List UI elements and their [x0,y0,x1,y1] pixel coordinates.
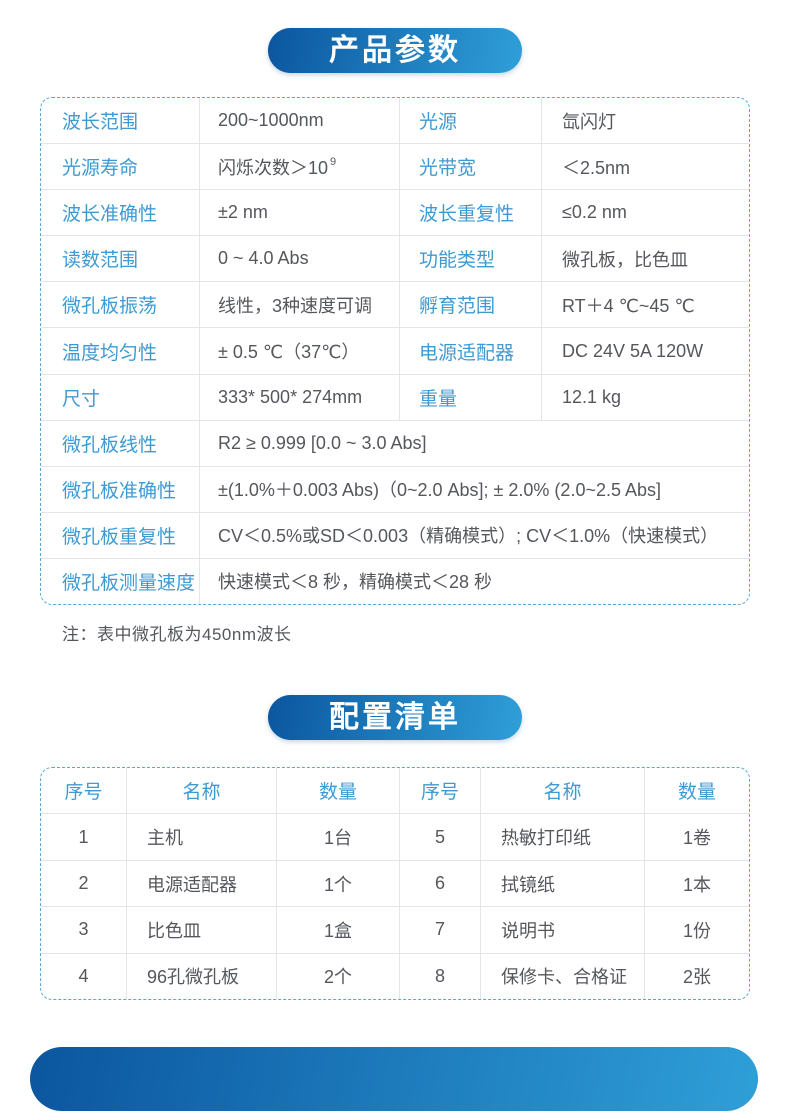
param-value-cell: ＜2.5nm [562,157,631,178]
config-cell: 7 [400,907,481,953]
param-label-cell: 微孔板振荡 [41,282,200,328]
param-value-cell: 333* 500* 274mm [200,374,400,420]
table-row: 序号 名称 数量 序号 名称 数量 [41,768,749,814]
param-value-cell: DC 24V 5A 120W [562,340,704,361]
param-value-cell: CV＜0.5%或SD＜0.003（精确模式）; CV＜1.0%（快速模式） [218,526,719,547]
param-label-cell: 光带宽 [400,144,542,190]
param-value-cell: 0 ~ 4.0 Abs [200,236,400,282]
param-label-cell: 尺寸 [41,374,200,420]
table-row: 微孔板线性 R2 ≥ 0.999 [0.0 ~ 3.0 Abs] [41,419,749,466]
param-value-cell: 线性，3种速度可调 [200,282,400,328]
config-cell: 1本 [682,874,711,895]
config-header-cell: 名称 [127,768,277,814]
config-list-table: 序号 名称 数量 序号 名称 数量 1 主机 1台 5 热敏打印纸 1卷 2 电源适配器 1个 6 拭镜纸 1本 3… [40,767,750,1000]
config-header-cell: 数量 [277,768,400,814]
param-label-cell: 孵育范围 [400,282,542,328]
config-list-banner: 配置清单 [268,695,522,740]
config-header-cell: 数量 [677,782,716,804]
param-label-cell: 电源适配器 [400,328,542,374]
param-label-cell: 光源 [400,98,542,144]
param-label-cell: 微孔板测量速度 [41,558,200,604]
config-cell: 2 [41,860,127,907]
table-row: 4 96孔微孔板 2个 8 保修卡、合格证 2张 [41,952,749,999]
param-value-cell: 200~1000nm [200,98,400,144]
config-cell: 拭镜纸 [481,860,645,907]
table-row: 光源寿命 闪烁次数＞10 9 光带宽 ＜2.5nm [41,143,749,190]
table-row: 尺寸 333* 500* 274mm 重量 12.1 kg [41,373,749,420]
table-row: 微孔板测量速度 快速模式＜8 秒，精确模式＜28 秒 [41,557,749,604]
config-cell: 4 [41,953,127,999]
config-list-title: 配置清单 [329,701,461,734]
param-label-cell: 波长重复性 [400,190,542,236]
param-label-cell: 微孔板重复性 [41,512,200,558]
table-row: 温度均匀性 ± 0.5 ℃（37℃） 电源适配器 DC 24V 5A 120W [41,327,749,374]
config-header-cell: 名称 [481,768,645,814]
table-row: 微孔板准确性 ±(1.0%＋0.003 Abs)（0~2.0 Abs]; ± 2.… [41,465,749,512]
param-value-cell: 快速模式＜8 秒，精确模式＜28 秒 [218,572,493,593]
config-cell: 1份 [682,920,711,941]
param-label-cell: 微孔板准确性 [41,466,200,512]
config-cell: 主机 [127,814,277,860]
table-row: 波长准确性 ±2 nm 波长重复性 ≤0.2 nm [41,189,749,236]
config-cell: 比色皿 [127,907,277,953]
config-cell: 说明书 [481,907,645,953]
product-params-title: 产品参数 [329,34,461,67]
param-value-cell: 12.1 kg [562,386,622,407]
param-value-cell: 氙闪灯 [562,111,616,132]
param-value-cell: ±2 nm [200,190,400,236]
config-cell: 3 [41,907,127,953]
param-value-cell: ±(1.0%＋0.003 Abs)（0~2.0 Abs]; ± 2.0% (2.… [218,480,662,501]
param-label-cell: 微孔板线性 [41,420,200,466]
config-cell: 电源适配器 [127,860,277,907]
param-label-cell: 波长范围 [41,98,200,144]
footer-decoration-bar [30,1047,758,1111]
param-label-cell: 重量 [400,374,542,420]
table-row: 微孔板振荡 线性，3种速度可调 孵育范围 RT＋4 ℃~45 ℃ [41,281,749,328]
table-row: 2 电源适配器 1个 6 拭镜纸 1本 [41,859,749,907]
config-cell: 96孔微孔板 [127,953,277,999]
table-row: 3 比色皿 1盒 7 说明书 1份 [41,906,749,953]
config-cell: 6 [400,860,481,907]
config-cell: 1盒 [277,907,400,953]
config-cell: 5 [400,814,481,860]
config-header-cell: 序号 [41,768,127,814]
config-cell: 1个 [277,860,400,907]
param-value-cell: 微孔板，比色皿 [562,249,688,270]
table-row: 1 主机 1台 5 热敏打印纸 1卷 [41,813,749,860]
param-value-cell: R2 ≥ 0.999 [0.0 ~ 3.0 Abs] [218,432,427,453]
config-cell: 2个 [277,953,400,999]
param-value-cell: 闪烁次数＞10 9 [200,144,400,190]
config-cell: 保修卡、合格证 [481,953,645,999]
product-params-table: 波长范围 200~1000nm 光源 氙闪灯 光源寿命 闪烁次数＞10 9 光带宽 ＜2.5nm… [40,97,750,605]
param-label-cell: 读数范围 [41,236,200,282]
param-value-cell: RT＋4 ℃~45 ℃ [562,295,695,316]
param-label-cell: 波长准确性 [41,190,200,236]
config-cell: 热敏打印纸 [481,814,645,860]
config-cell: 1 [41,814,127,860]
product-params-banner: 产品参数 [268,28,522,73]
table-row: 微孔板重复性 CV＜0.5%或SD＜0.003（精确模式）; CV＜1.0%（快速… [41,511,749,558]
param-value-cell: ≤0.2 nm [562,202,627,223]
param-label-cell: 温度均匀性 [41,328,200,374]
param-label-cell: 光源寿命 [41,144,200,190]
config-cell: 1台 [277,814,400,860]
config-cell: 8 [400,953,481,999]
config-cell: 1卷 [682,828,711,849]
param-value-cell: ± 0.5 ℃（37℃） [200,328,400,374]
config-cell: 2张 [682,967,711,988]
config-header-cell: 序号 [400,768,481,814]
table-row: 读数范围 0 ~ 4.0 Abs 功能类型 微孔板，比色皿 [41,235,749,282]
table-row: 波长范围 200~1000nm 光源 氙闪灯 [41,98,749,144]
param-label-cell: 功能类型 [400,236,542,282]
table-footnote: 注：表中微孔板为450nm波长 [62,625,292,644]
